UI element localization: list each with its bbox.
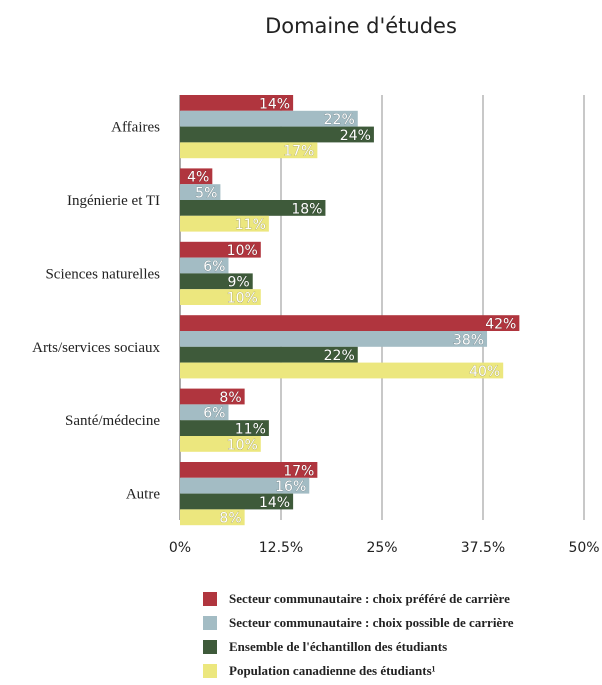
legend-label: Secteur communautaire : choix préféré de… — [229, 591, 510, 606]
category-label: Santé/médecine — [65, 413, 160, 429]
data-label: 17% — [283, 144, 314, 160]
category-label: Autre — [126, 487, 160, 503]
data-label: 17% — [283, 463, 314, 479]
bar — [180, 509, 245, 526]
bar — [180, 477, 310, 494]
data-label: 14% — [259, 96, 290, 112]
legend-item: Secteur communautaire : choix possible d… — [203, 611, 514, 635]
x-tick-label: 0% — [169, 540, 191, 556]
data-label: 10% — [227, 243, 258, 259]
bar — [180, 436, 261, 452]
category-label: Sciences naturelles — [45, 266, 160, 282]
data-label: 16% — [275, 479, 306, 495]
data-label: 10% — [227, 437, 258, 453]
bar — [180, 362, 504, 379]
data-label: 9% — [228, 275, 250, 291]
data-label: 18% — [291, 201, 322, 217]
legend-swatch — [203, 640, 217, 654]
bar — [180, 273, 253, 290]
bar — [180, 95, 294, 111]
category-label: Affaires — [111, 120, 160, 136]
data-label: 8% — [219, 390, 241, 406]
bar — [180, 462, 318, 478]
data-label: 5% — [195, 186, 217, 202]
x-tick-label: 50% — [568, 540, 599, 556]
bar — [180, 215, 269, 232]
legend-swatch — [203, 592, 217, 606]
bar — [180, 241, 261, 258]
axis-labels: 0% 12.5% 25% 37.5% 50% Affaires Ingénierie et … — [32, 120, 599, 556]
bars — [180, 95, 520, 526]
data-label: 6% — [203, 406, 225, 422]
chart-title: Domaine d'études — [265, 14, 457, 38]
data-label: 22% — [324, 112, 355, 128]
bar — [180, 184, 221, 200]
bar — [180, 289, 261, 305]
gridlines — [179, 95, 585, 520]
bar — [180, 315, 520, 331]
data-label: 6% — [203, 259, 225, 275]
legend-label: Population canadienne des étudiants¹ — [229, 663, 436, 678]
data-label: 22% — [324, 348, 355, 364]
x-tick-label: 12.5% — [259, 540, 303, 556]
bar — [180, 168, 213, 185]
bar — [180, 346, 358, 363]
bar — [180, 126, 374, 143]
legend-label: Secteur communautaire : choix possible d… — [229, 615, 514, 630]
data-label: 11% — [235, 422, 266, 438]
data-labels: 14%22%24%17%4%5%18%11%10%6%9%10%42%38%22… — [187, 96, 517, 527]
legend-item: Population canadienne des étudiants¹ — [203, 659, 514, 683]
data-label: 11% — [235, 217, 266, 233]
data-label: 42% — [485, 317, 516, 333]
data-label: 10% — [227, 291, 258, 307]
bar — [180, 404, 229, 421]
bar — [180, 110, 358, 127]
data-label: 40% — [469, 364, 500, 380]
data-label: 8% — [219, 511, 241, 527]
bar — [180, 388, 245, 405]
data-label: 24% — [340, 128, 371, 144]
bar — [180, 200, 326, 216]
legend: Secteur communautaire : choix préféré de… — [203, 587, 514, 683]
legend-swatch — [203, 664, 217, 678]
data-label: 4% — [187, 170, 209, 186]
bar — [180, 420, 269, 436]
data-label: 14% — [259, 495, 290, 511]
x-tick-label: 25% — [366, 540, 397, 556]
bar — [180, 257, 229, 274]
x-tick-label: 37.5% — [461, 540, 505, 556]
legend-label: Ensemble de l'échantillon des étudiants — [229, 639, 448, 654]
legend-item: Ensemble de l'échantillon des étudiants — [203, 635, 514, 659]
legend-swatch — [203, 616, 217, 630]
category-label: Arts/services sociaux — [32, 340, 160, 356]
bar — [180, 493, 294, 510]
bar-chart: 14%22%24%17%4%5%18%11%10%6%9%10%42%38%22… — [32, 95, 600, 556]
bar — [180, 331, 488, 347]
category-label: Ingénierie et TI — [67, 193, 160, 209]
data-label: 38% — [453, 332, 484, 348]
legend-item: Secteur communautaire : choix préféré de… — [203, 587, 514, 611]
bar — [180, 142, 318, 159]
